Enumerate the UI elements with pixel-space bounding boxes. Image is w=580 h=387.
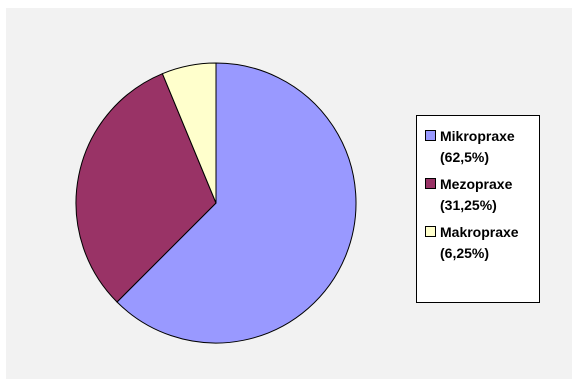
legend-swatch-makropraxe bbox=[425, 226, 436, 237]
pie-slice-mezopraxe bbox=[75, 73, 217, 303]
legend-item-mikropraxe: Mikropraxe (62,5%) bbox=[425, 126, 539, 168]
pie-slice-makropraxe bbox=[161, 62, 217, 204]
pie-chart bbox=[75, 62, 357, 344]
legend-item-mezopraxe: Mezopraxe (31,25%) bbox=[425, 174, 539, 216]
legend: Mikropraxe (62,5%) Mezopraxe (31,25%) Ma… bbox=[416, 115, 540, 303]
legend-swatch-mikropraxe bbox=[425, 130, 436, 141]
legend-label-mikropraxe: Mikropraxe (62,5%) bbox=[440, 128, 515, 165]
legend-swatch-mezopraxe bbox=[425, 178, 436, 189]
legend-label-mezopraxe: Mezopraxe (31,25%) bbox=[440, 176, 513, 213]
legend-item-makropraxe: Makropraxe (6,25%) bbox=[425, 222, 539, 264]
pie-slice-mikropraxe bbox=[116, 62, 357, 344]
legend-label-makropraxe: Makropraxe (6,25%) bbox=[440, 224, 519, 261]
chart-area: Mikropraxe (62,5%) Mezopraxe (31,25%) Ma… bbox=[6, 8, 572, 379]
